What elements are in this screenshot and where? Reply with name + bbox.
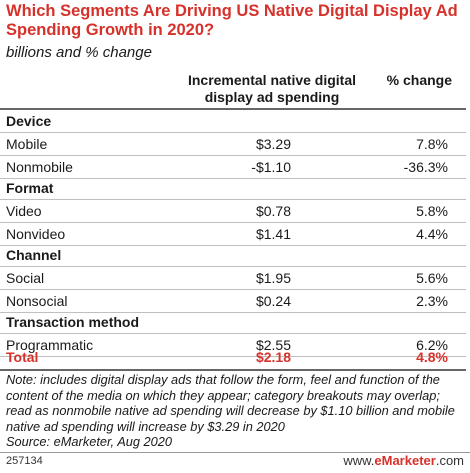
row-change: 2.3% <box>416 293 448 309</box>
row-spending: $0.78 <box>255 203 291 219</box>
page-subtitle: billions and % change <box>6 44 152 61</box>
divider <box>0 289 466 290</box>
divider <box>0 312 466 313</box>
row-label: Video <box>6 203 42 219</box>
total-spending: $2.18 <box>255 349 291 365</box>
table-row: Nonmobile -$1.10 -36.3% <box>0 156 466 178</box>
row-label: Mobile <box>6 136 48 152</box>
brand-prefix: www. <box>343 453 375 468</box>
row-spending: $1.41 <box>255 226 291 242</box>
row-spending: $0.24 <box>255 293 291 309</box>
brand-logo: www.eMarketer.com <box>343 453 464 468</box>
divider <box>0 266 466 267</box>
table-row: Social $1.95 5.6% <box>0 267 466 289</box>
row-label: Nonsocial <box>6 293 68 309</box>
divider <box>0 132 466 133</box>
row-change: 4.4% <box>416 226 448 242</box>
section-device: Device <box>6 113 52 129</box>
footer-divider <box>0 452 470 453</box>
note-text: Note: includes digital display ads that … <box>6 372 455 434</box>
total-change: 4.8% <box>416 349 448 365</box>
table-row: Programmatic $2.55 6.2% <box>0 334 466 356</box>
table-row: Nonsocial $0.24 2.3% <box>0 290 466 312</box>
section-format: Format <box>6 180 54 196</box>
divider <box>0 333 466 334</box>
row-change: 7.8% <box>416 136 448 152</box>
row-spending: $3.29 <box>255 136 291 152</box>
header-divider <box>0 108 466 110</box>
section-channel: Channel <box>6 247 62 263</box>
table-row: Video $0.78 5.8% <box>0 200 466 222</box>
total-label: Total <box>6 349 39 365</box>
divider <box>0 178 466 179</box>
row-label: Programmatic <box>6 337 94 353</box>
divider <box>0 245 466 246</box>
divider <box>0 155 466 156</box>
brand-name: eMarketer <box>374 453 436 468</box>
page-title: Which Segments Are Driving US Native Dig… <box>6 2 458 39</box>
total-row: Total $2.18 4.8% <box>0 346 466 368</box>
row-spending: $2.55 <box>255 337 291 353</box>
divider <box>0 199 466 200</box>
row-spending: $1.95 <box>255 270 291 286</box>
row-change: -36.3% <box>403 159 448 175</box>
total-divider <box>0 369 466 371</box>
table-row: Mobile $3.29 7.8% <box>0 133 466 155</box>
row-label: Social <box>6 270 45 286</box>
row-change: 5.8% <box>416 203 448 219</box>
row-label: Nonvideo <box>6 226 66 242</box>
table-row: Nonvideo $1.41 4.4% <box>0 223 466 245</box>
row-spending: -$1.10 <box>251 159 291 175</box>
column-header-spending: Incremental native digital display ad sp… <box>187 72 357 105</box>
row-label: Nonmobile <box>6 159 73 175</box>
section-transaction-method: Transaction method <box>6 314 140 330</box>
brand-suffix: .com <box>435 453 464 468</box>
footnote: Note: includes digital display ads that … <box>6 372 468 450</box>
column-header-change: % change <box>386 72 452 88</box>
source-text: Source: eMarketer, Aug 2020 <box>6 434 172 449</box>
row-change: 6.2% <box>416 337 448 353</box>
divider <box>0 222 466 223</box>
divider <box>0 356 466 357</box>
chart-id: 257134 <box>6 455 43 467</box>
row-change: 5.6% <box>416 270 448 286</box>
